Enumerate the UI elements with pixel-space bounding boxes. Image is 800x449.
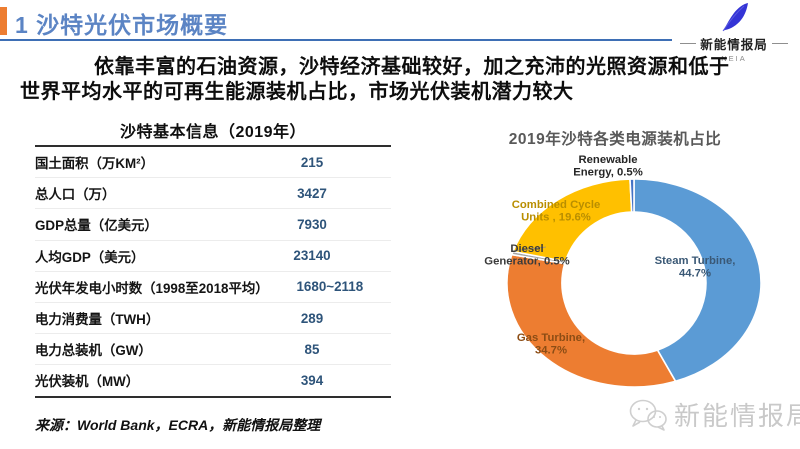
row-label: GDP总量（亿美元） xyxy=(35,218,158,234)
wechat-icon xyxy=(629,399,667,431)
row-value: 289 xyxy=(300,310,324,326)
table-title: 沙特基本信息（2019年） xyxy=(119,124,307,141)
row-value: 85 xyxy=(304,341,320,357)
brand-logo: 新能情报局 NEIA xyxy=(668,0,800,63)
slice-label: Renewable xyxy=(578,154,637,166)
logo-dash-left xyxy=(680,43,697,44)
page-title: 1 沙特光伏市场概要 xyxy=(15,12,229,38)
slice-label: Energy, 0.5% xyxy=(573,166,643,178)
row-label: 人均GDP（美元） xyxy=(35,249,145,265)
key-message-line1: 依靠丰富的石油资源，沙特经济基础较好，加之充沛的光照资源和低于 xyxy=(94,56,730,78)
logo-subtext: NEIA xyxy=(721,54,747,63)
logo-dash-right xyxy=(771,43,788,44)
slice-label: Combined Cycle xyxy=(512,199,601,211)
header-divider xyxy=(0,39,672,42)
donut-chart-wrap: Steam Turbine, 44.7% Gas Turbine, 34.7% Dies… xyxy=(470,148,800,413)
table-row: 光伏装机（MW） 394 xyxy=(35,365,391,395)
label-leader-line xyxy=(511,246,547,252)
donut-slice-steam-turbine xyxy=(633,178,762,383)
slice-label: Generator, 0.5% xyxy=(484,255,569,267)
title-accent-bar xyxy=(0,7,7,35)
watermark: 新能情报局 xyxy=(628,396,800,433)
row-value: 23140 xyxy=(293,248,331,264)
donut-slice-renewable-energy xyxy=(629,178,635,213)
slice-label: Diesel xyxy=(510,243,543,255)
row-value: 3427 xyxy=(297,185,327,201)
row-label: 国土面积（万KM²） xyxy=(35,156,155,172)
table-row: 国土面积（万KM²） 215 xyxy=(35,147,391,179)
table-row: 人均GDP（美元） 23140 xyxy=(35,241,391,272)
table-row: 光伏年发电小时数（1998至2018平均） 1680~2118 xyxy=(35,272,391,303)
table-rule-bottom xyxy=(35,395,391,398)
feather-icon xyxy=(722,3,748,32)
key-message-line2: 世界平均水平的可再生能源装机占比，市场光伏装机潜力较大 xyxy=(20,81,574,103)
donut-slice-gas-turbine xyxy=(506,253,677,388)
slice-label: Steam Turbine, xyxy=(655,255,736,267)
table-row: 电力总装机（GW） 85 xyxy=(35,334,391,366)
chart-title: 2019年沙特各类电源装机占比 xyxy=(508,131,722,148)
table-row: 总人口（万） 3427 xyxy=(35,178,391,210)
watermark-text: 新能情报局 xyxy=(674,401,800,431)
table-rule-top xyxy=(35,145,391,147)
row-value: 7930 xyxy=(297,216,327,232)
row-label: 光伏装机（MW） xyxy=(35,374,140,390)
info-table-rows: 国土面积（万KM²） 215 总人口（万） 3427 GDP总量（亿美元） 7930 人均G… xyxy=(35,147,391,396)
source-note: 来源：World Bank，ECRA，新能情报局整理 xyxy=(35,417,321,433)
row-value: 215 xyxy=(300,154,324,170)
row-label: 电力消费量（TWH） xyxy=(35,312,160,328)
slice-label: Gas Turbine, xyxy=(517,332,585,344)
table-row: 电力消费量（TWH） 289 xyxy=(35,303,391,335)
table-row: GDP总量（亿美元） 7930 xyxy=(35,209,391,241)
logo-name-row: 新能情报局 xyxy=(668,34,800,53)
row-value: 394 xyxy=(300,372,324,388)
slice-label: Units , 19.6% xyxy=(521,211,591,223)
row-value: 1680~2118 xyxy=(296,279,364,295)
slice-label: 44.7% xyxy=(679,267,711,279)
donut-chart: Steam Turbine,44.7% Gas Turbine,34.7% Dies… xyxy=(484,154,762,388)
row-label: 光伏年发电小时数（1998至2018平均） xyxy=(35,280,269,296)
row-label: 电力总装机（GW） xyxy=(35,343,152,359)
row-label: 总人口（万） xyxy=(35,187,116,203)
key-message: 依靠丰富的石油资源，沙特经济基础较好，加之充沛的光照资源和低于 世界平均水平的可… xyxy=(20,55,784,105)
slice-label: 34.7% xyxy=(535,344,567,356)
logo-name: 新能情报局 xyxy=(700,38,768,52)
info-table: 沙特基本信息（2019年） 国土面积（万KM²） 215 总人口（万） 3427 GDP… xyxy=(35,118,391,398)
